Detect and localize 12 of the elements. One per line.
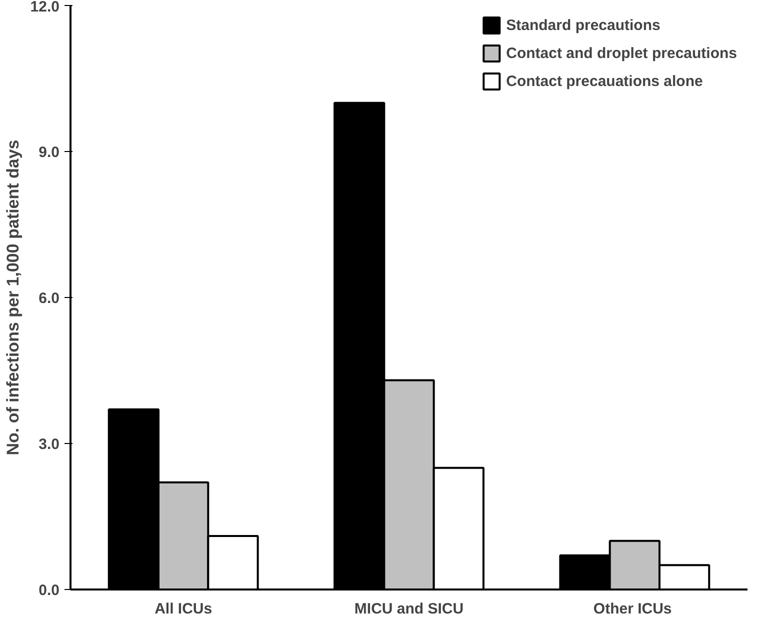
y-tick-label: 9.0 (38, 144, 60, 161)
y-tick-label: 6.0 (38, 290, 60, 307)
legend-label: Standard precautions (506, 16, 660, 34)
x-tick-label: MICU and SICU (354, 600, 464, 618)
y-axis-title: No. of infections per 1,000 patient days (3, 140, 22, 456)
y-tick-label: 0.0 (38, 582, 60, 599)
y-tick-label: 12.0 (30, 0, 60, 16)
legend-label: Contact precauations alone (506, 72, 703, 90)
legend-label: Contact and droplet precautions (506, 44, 737, 62)
x-tick-label: Other ICUs (593, 600, 672, 618)
y-tick-label: 3.0 (38, 436, 60, 453)
x-tick-label: All ICUs (154, 600, 212, 618)
